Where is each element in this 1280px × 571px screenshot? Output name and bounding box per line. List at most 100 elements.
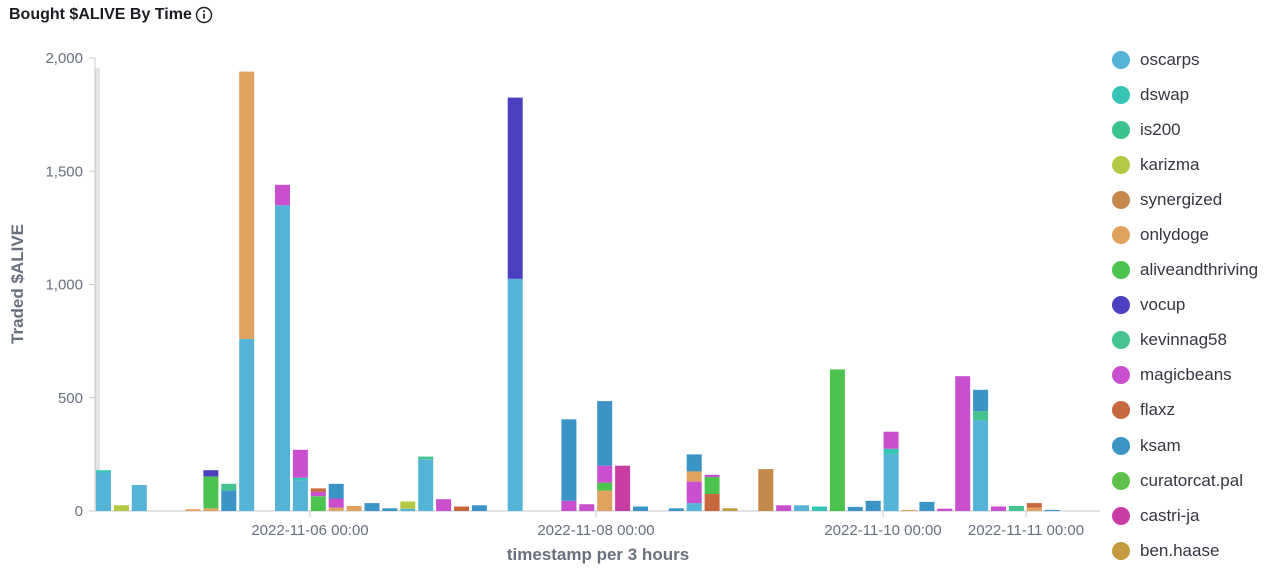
legend-item-karizma[interactable]: karizma: [1112, 147, 1280, 182]
bar-segment-oscarps[interactable]: [507, 278, 523, 511]
bar-segment-vocup[interactable]: [203, 470, 219, 477]
bar-segment-kevinnag58[interactable]: [973, 411, 989, 421]
bar-segment-magicbeans[interactable]: [955, 376, 971, 511]
bar-segment-magicbeans[interactable]: [776, 505, 792, 511]
bar-segment-aliveandthriving[interactable]: [203, 476, 219, 509]
bar-segment-oscarps[interactable]: [883, 454, 899, 511]
bar-segment-karizma[interactable]: [400, 501, 416, 509]
bar-segment-ksam[interactable]: [686, 454, 702, 472]
legend-item-magicbeans[interactable]: magicbeans: [1112, 358, 1280, 393]
bar-segment-oscarps[interactable]: [275, 205, 290, 511]
bar-segment-dswap[interactable]: [292, 477, 308, 481]
x-tick-label: 2022-11-08 00:00: [537, 522, 654, 539]
bar-segment-ksam[interactable]: [364, 503, 380, 511]
bar-segment-aliveandthriving[interactable]: [597, 482, 613, 491]
bar-segment-onlydoge[interactable]: [901, 509, 917, 511]
bar-segment-flaxz[interactable]: [454, 506, 469, 512]
bar-segment-magicbeans[interactable]: [275, 184, 290, 206]
bar-segment-karizma[interactable]: [113, 505, 129, 511]
bar-segment-dswap[interactable]: [812, 506, 827, 512]
bar-segment-ksam[interactable]: [847, 506, 863, 511]
bar-segment-magicbeans[interactable]: [991, 506, 1006, 512]
bar-segment-ben-haase[interactable]: [722, 508, 738, 511]
bar-segment-ksam[interactable]: [865, 500, 881, 511]
bar-segment-aliveandthriving[interactable]: [829, 369, 845, 511]
legend-item-flaxz[interactable]: flaxz: [1112, 393, 1280, 428]
legend-item-ben-haase[interactable]: ben.haase: [1112, 533, 1280, 568]
bar-segment-ksam[interactable]: [221, 490, 237, 511]
bar-segment-onlydoge[interactable]: [1026, 507, 1042, 511]
bar-segment-flaxz[interactable]: [310, 488, 326, 492]
bar-segment-dswap[interactable]: [883, 448, 899, 455]
info-icon[interactable]: [195, 6, 213, 24]
bar-segment-magicbeans[interactable]: [579, 504, 595, 511]
bar-segment-magicbeans[interactable]: [328, 498, 344, 508]
bar-segment-ksam[interactable]: [668, 508, 684, 511]
bar-segment-synergized[interactable]: [758, 469, 774, 511]
bar-segment-ksam[interactable]: [597, 401, 613, 466]
legend-item-oscarps[interactable]: oscarps: [1112, 42, 1280, 77]
legend-item-dswap[interactable]: dswap: [1112, 77, 1280, 112]
bar-segment-ksam[interactable]: [919, 501, 935, 511]
legend-item-curatorcat-pal[interactable]: curatorcat.pal: [1112, 463, 1280, 498]
bar-segment-oscarps[interactable]: [973, 420, 989, 511]
legend-swatch: [1112, 261, 1130, 280]
bar-segment-oscarps[interactable]: [686, 503, 702, 511]
bar-segment-magicbeans[interactable]: [292, 449, 308, 478]
bar-segment-castri-ja[interactable]: [615, 465, 631, 511]
legend-item-vocup[interactable]: vocup: [1112, 288, 1280, 323]
bar-segment-magicbeans[interactable]: [883, 431, 899, 449]
bar-segment-magicbeans[interactable]: [686, 481, 702, 504]
legend-label: oscarps: [1140, 49, 1200, 69]
bar-segment-flaxz[interactable]: [1026, 503, 1042, 508]
bar-segment-onlydoge[interactable]: [686, 471, 702, 482]
bar-segment-oscarps[interactable]: [131, 485, 147, 511]
bar-segment-oscarps[interactable]: [418, 459, 434, 511]
bar-segment-onlydoge[interactable]: [328, 507, 344, 511]
x-tick-label: 2022-11-11 00:00: [968, 522, 1084, 539]
bar-segment-oscarps[interactable]: [794, 505, 810, 511]
bar-segment-aliveandthriving[interactable]: [310, 496, 326, 511]
bar-segment-onlydoge[interactable]: [203, 508, 219, 511]
legend-item-kevinnag58[interactable]: kevinnag58: [1112, 323, 1280, 358]
legend-item-is200[interactable]: is200: [1112, 112, 1280, 147]
bar-segment-ksam[interactable]: [633, 506, 648, 512]
bar-segment-ksam[interactable]: [471, 505, 487, 511]
bar-segment-magicbeans[interactable]: [704, 474, 720, 478]
bar-segment-ksam[interactable]: [973, 389, 989, 412]
bar-segment-magicbeans[interactable]: [597, 465, 613, 483]
bar-segment-oscarps[interactable]: [239, 338, 255, 511]
bar-segment-oscarps[interactable]: [400, 508, 416, 511]
legend-item-castri-ja[interactable]: castri-ja: [1112, 498, 1280, 533]
bar-segment-ksam[interactable]: [328, 483, 344, 499]
legend-label: magicbeans: [1140, 365, 1232, 385]
bar-segment-onlydoge[interactable]: [239, 71, 255, 339]
bar-segment-magicbeans[interactable]: [561, 500, 577, 511]
bar-segment-magicbeans[interactable]: [937, 508, 953, 511]
bar-segment-ksam[interactable]: [561, 419, 577, 501]
bar-segment-oscarps[interactable]: [96, 472, 111, 512]
bar-segment-magicbeans[interactable]: [436, 499, 452, 511]
legend-label: aliveandthriving: [1140, 260, 1259, 280]
bar-segment-ksam[interactable]: [1044, 509, 1060, 511]
bar-segment-aliveandthriving[interactable]: [704, 477, 720, 494]
bar-segment-oscarps[interactable]: [292, 480, 308, 511]
legend-item-ksam[interactable]: ksam: [1112, 428, 1280, 463]
bar-segment-kevinnag58[interactable]: [418, 456, 434, 460]
bar-segment-onlydoge[interactable]: [346, 506, 362, 511]
bar-segment-onlydoge[interactable]: [185, 509, 201, 511]
legend-item-onlydoge[interactable]: onlydoge: [1112, 217, 1280, 252]
bar-segment-onlydoge[interactable]: [597, 490, 613, 511]
bar-segment-vocup[interactable]: [507, 97, 523, 279]
legend-item-synergized[interactable]: synergized: [1112, 182, 1280, 217]
legend-label: is200: [1140, 119, 1181, 139]
bar-segment-flaxz[interactable]: [704, 494, 720, 511]
scroll-edge: [95, 68, 100, 511]
bar-segment-kevinnag58[interactable]: [221, 483, 237, 491]
bar-segment-kevinnag58[interactable]: [1008, 506, 1024, 511]
bar-segment-magicbeans[interactable]: [310, 491, 326, 497]
legend-item-aliveandthriving[interactable]: aliveandthriving: [1112, 253, 1280, 288]
bar-segment-ksam[interactable]: [382, 508, 398, 511]
bar-segment-dswap[interactable]: [96, 470, 111, 473]
legend-label: onlydoge: [1140, 225, 1210, 245]
